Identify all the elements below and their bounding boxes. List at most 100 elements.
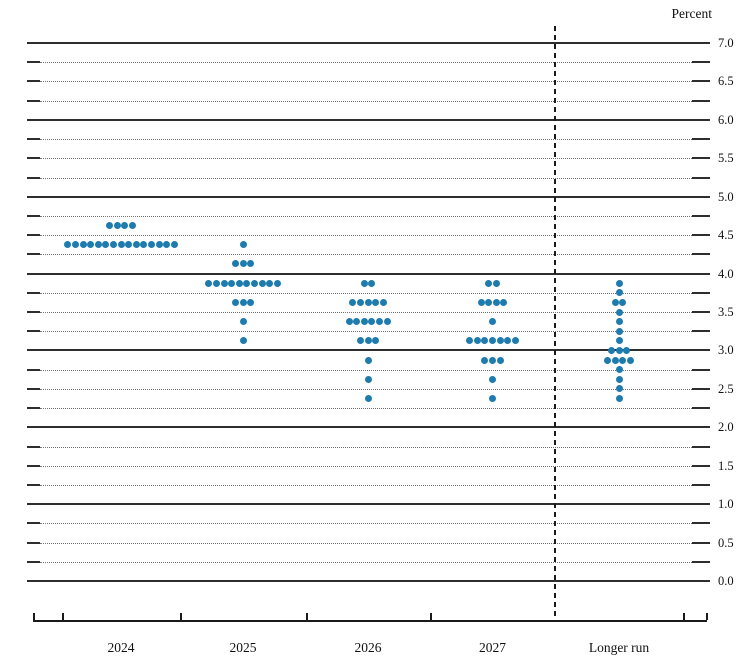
projection-dot <box>113 222 121 230</box>
y-axis-tick-label: 5.0 <box>718 189 734 204</box>
y-axis-tick-label: 3.0 <box>718 343 734 358</box>
gridline-dotted <box>40 484 692 486</box>
projection-dot <box>368 279 376 287</box>
projection-dot <box>239 337 247 345</box>
projection-dot <box>489 318 496 326</box>
projection-dot <box>258 279 266 287</box>
left-tick-dash <box>27 61 40 64</box>
left-tick-dash <box>27 483 40 486</box>
x-axis-category-label: 2025 <box>229 640 257 655</box>
gridline-dotted <box>40 254 692 256</box>
x-axis-tick <box>705 613 708 620</box>
projection-dot <box>94 241 102 249</box>
left-tick-dash <box>27 541 40 544</box>
y-axis-tick-label: 2.0 <box>718 420 734 435</box>
left-tick-dash <box>27 464 40 467</box>
projection-dot <box>132 241 140 249</box>
projection-dot <box>231 298 239 306</box>
projection-dot <box>102 241 110 249</box>
projection-dot <box>466 337 474 345</box>
projection-dot <box>364 337 372 345</box>
right-tick-dash <box>692 157 710 160</box>
projection-dot <box>619 298 627 306</box>
projection-dot <box>163 241 171 249</box>
projection-dot <box>485 279 493 287</box>
projection-dot <box>615 289 623 297</box>
projection-dot <box>147 241 155 249</box>
left-tick-dash <box>27 445 40 448</box>
projection-dot <box>239 298 247 306</box>
projection-dot <box>375 318 383 326</box>
right-tick-dash <box>692 541 710 544</box>
projection-dot <box>125 241 133 249</box>
y-axis-tick-label: 6.5 <box>718 74 734 89</box>
projection-dot <box>231 260 239 268</box>
projection-dot <box>140 241 148 249</box>
left-tick-dash <box>27 560 40 563</box>
left-tick-dash <box>27 253 40 256</box>
projection-dot <box>489 394 496 402</box>
right-tick-dash <box>692 445 710 448</box>
projection-dot <box>345 318 353 326</box>
y-axis-tick-label: 4.0 <box>718 266 734 281</box>
projection-dot <box>106 222 114 230</box>
projection-dot <box>500 298 508 306</box>
projection-dot <box>356 337 364 345</box>
right-tick-dash <box>692 253 710 256</box>
projection-dot <box>615 279 623 287</box>
projection-dot <box>364 356 372 364</box>
right-tick-dash <box>692 464 710 467</box>
gridline-solid <box>27 42 710 44</box>
right-tick-dash <box>692 560 710 563</box>
gridline-dotted <box>40 465 692 467</box>
left-tick-dash <box>27 522 40 525</box>
projection-dot <box>364 298 372 306</box>
gridline-dotted <box>40 139 692 141</box>
projection-dot <box>250 279 258 287</box>
right-tick-dash <box>692 138 710 141</box>
y-axis-tick-label: 0.0 <box>718 574 734 588</box>
x-axis-tick <box>430 613 432 620</box>
right-tick-dash <box>692 407 710 410</box>
x-axis-line <box>33 620 707 622</box>
y-axis-tick-label: 4.5 <box>718 228 734 243</box>
gridline-dotted <box>40 561 692 563</box>
y-axis-tick-label: 7.0 <box>718 36 734 50</box>
projection-dot <box>356 298 364 306</box>
projection-dot <box>607 346 615 354</box>
projection-dot <box>383 318 391 326</box>
projection-dot <box>615 394 623 402</box>
gridline-dotted <box>40 542 692 544</box>
gridline-dotted <box>40 100 692 102</box>
gridline-solid <box>27 118 710 121</box>
projection-dot <box>619 356 627 364</box>
x-axis-category-label: 2024 <box>107 640 135 655</box>
projection-dot <box>481 356 489 364</box>
projection-dot <box>615 366 623 374</box>
right-tick-dash <box>692 99 710 102</box>
left-tick-dash <box>27 311 40 313</box>
projection-dot <box>489 337 496 345</box>
left-tick-dash <box>27 387 40 390</box>
projection-dot <box>611 298 619 306</box>
right-tick-dash <box>692 80 710 83</box>
x-axis-category-label: 2026 <box>354 640 382 655</box>
gridline-dotted <box>40 215 692 217</box>
projection-dot <box>247 260 255 268</box>
projection-dot <box>615 318 623 326</box>
y-axis-tick-label: 0.5 <box>718 535 734 550</box>
y-axis-unit-label: Percent <box>671 6 712 21</box>
left-tick-dash <box>27 407 40 410</box>
projection-dot <box>615 327 623 335</box>
projection-dot <box>220 279 228 287</box>
projection-dot <box>615 385 623 393</box>
projection-dot <box>604 356 612 364</box>
right-tick-dash <box>692 214 710 217</box>
left-tick-dash <box>27 99 40 102</box>
projection-dot <box>489 375 496 383</box>
projection-dot <box>64 241 72 249</box>
projection-dot <box>477 298 485 306</box>
projection-dot <box>360 318 368 326</box>
projection-dot <box>615 346 623 354</box>
